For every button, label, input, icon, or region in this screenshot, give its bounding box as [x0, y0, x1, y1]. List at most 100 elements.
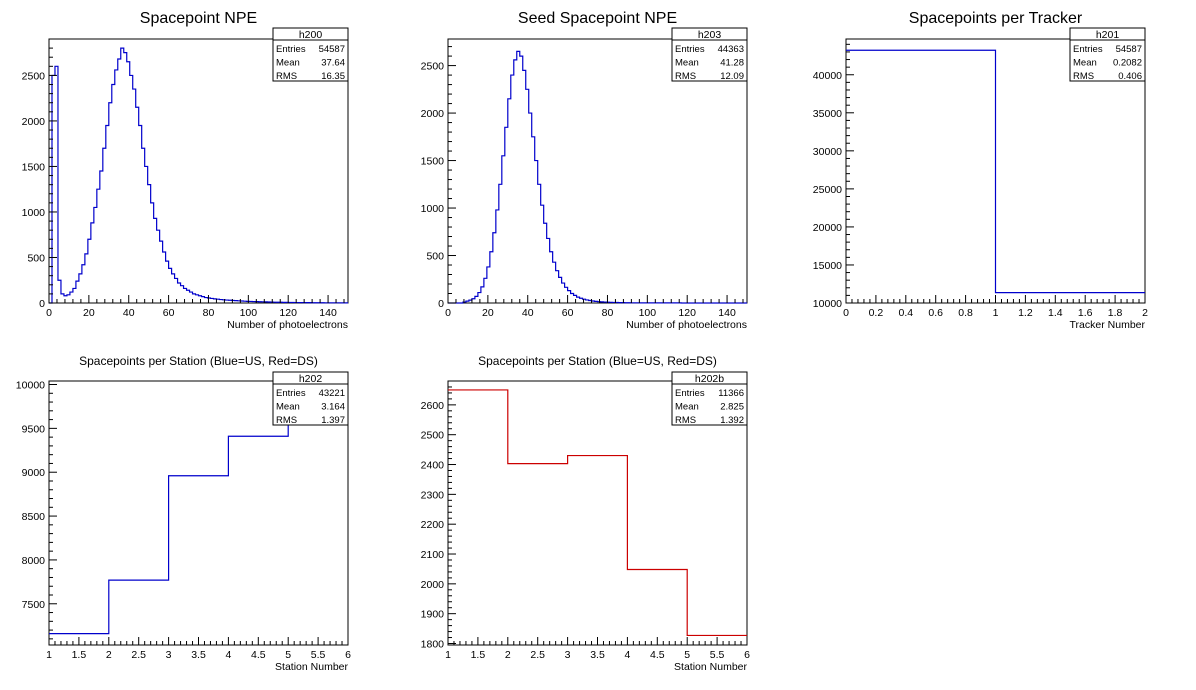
y-tick-label: 2400 — [421, 460, 445, 472]
stats-name: h200 — [299, 29, 323, 41]
chart-title: Spacepoints per Tracker — [909, 10, 1083, 27]
stats-box-frame — [1069, 27, 1146, 82]
y-tick-label: 8000 — [22, 555, 46, 567]
y-tick-label: 8500 — [22, 511, 46, 523]
stats-key: RMS — [276, 71, 297, 82]
y-tick-label: 1000 — [22, 207, 46, 219]
histogram-line — [49, 393, 348, 635]
histogram-line — [846, 49, 1145, 294]
y-tick-label: 2000 — [22, 116, 46, 128]
x-tick-label: 4 — [225, 649, 231, 661]
x-tick-label: 3 — [166, 649, 172, 661]
x-tick-label: 20 — [83, 307, 95, 319]
y-tick-label: 1900 — [421, 609, 445, 621]
y-tick-label: 2100 — [421, 549, 445, 561]
x-tick-label: 1 — [993, 307, 999, 319]
x-tick-label: 60 — [562, 307, 574, 319]
x-tick-label: 4.5 — [251, 649, 266, 661]
stats-box-frame — [671, 27, 748, 82]
x-tick-label: 5.5 — [710, 649, 725, 661]
stats-value: 41.28 — [720, 58, 744, 69]
x-tick-label: 140 — [718, 307, 736, 319]
stats-name: h203 — [698, 29, 722, 41]
stats-key: RMS — [276, 415, 297, 426]
x-tick-label: 0.6 — [928, 307, 943, 319]
stats-value: 37.64 — [321, 58, 345, 69]
x-tick-label: 100 — [240, 307, 258, 319]
chart-title: Spacepoints per Station (Blue=US, Red=DS… — [79, 354, 318, 368]
stats-value: 3.164 — [321, 402, 345, 413]
x-tick-label: 0 — [843, 307, 849, 319]
x-tick-label: 3 — [565, 649, 571, 661]
chart-h202: Spacepoints per Station (Blue=US, Red=DS… — [16, 354, 351, 673]
x-tick-label: 120 — [678, 307, 696, 319]
x-tick-label: 2 — [505, 649, 511, 661]
y-tick-label: 2500 — [22, 70, 46, 82]
stats-key: Mean — [1073, 58, 1097, 69]
x-tick-label: 1.5 — [72, 649, 87, 661]
y-tick-label: 20000 — [813, 222, 842, 234]
x-tick-label: 2.5 — [530, 649, 545, 661]
stats-key: Entries — [276, 44, 306, 55]
x-axis-label: Number of photoelectrons — [227, 319, 348, 331]
y-tick-label: 1500 — [421, 156, 445, 168]
chart-title: Spacepoints per Station (Blue=US, Red=DS… — [478, 354, 717, 368]
x-tick-label: 40 — [522, 307, 534, 319]
chart-h201: Spacepoints per Tracker10000150002000025… — [813, 10, 1148, 331]
x-tick-label: 5.5 — [311, 649, 326, 661]
stats-key: Mean — [675, 402, 699, 413]
y-tick-label: 1800 — [421, 639, 445, 651]
y-tick-label: 2600 — [421, 400, 445, 412]
x-tick-label: 2 — [106, 649, 112, 661]
x-tick-label: 120 — [279, 307, 297, 319]
stats-key: RMS — [1073, 71, 1094, 82]
stats-name: h202 — [299, 373, 323, 385]
stats-key: Mean — [675, 58, 699, 69]
y-tick-label: 2500 — [421, 61, 445, 73]
x-tick-label: 4.5 — [650, 649, 665, 661]
y-tick-label: 500 — [426, 251, 444, 263]
histogram-line — [448, 50, 747, 304]
x-tick-label: 1.5 — [471, 649, 486, 661]
y-tick-label: 0 — [39, 298, 45, 310]
stats-value: 0.2082 — [1113, 58, 1142, 69]
x-tick-label: 0.4 — [898, 307, 913, 319]
stats-box: h201 Entries 54587 Mean 0.2082 RMS 0.406 — [1069, 27, 1146, 82]
x-tick-label: 60 — [163, 307, 175, 319]
stats-name: h202b — [695, 373, 724, 385]
histogram-line — [49, 47, 348, 304]
x-tick-label: 6 — [345, 649, 351, 661]
x-tick-label: 6 — [744, 649, 750, 661]
y-tick-label: 1500 — [22, 161, 46, 173]
stats-value: 11366 — [718, 388, 744, 399]
x-tick-label: 1.4 — [1048, 307, 1063, 319]
stats-value: 16.35 — [321, 71, 345, 82]
x-tick-label: 5 — [684, 649, 690, 661]
y-tick-label: 0 — [438, 298, 444, 310]
y-tick-label: 25000 — [813, 184, 842, 196]
y-tick-label: 2500 — [421, 430, 445, 442]
x-tick-label: 80 — [203, 307, 215, 319]
stats-box: h202b Entries 11366 Mean 2.825 RMS 1.392 — [671, 371, 748, 426]
x-tick-label: 1.8 — [1108, 307, 1123, 319]
y-tick-label: 35000 — [813, 108, 842, 120]
chart-h200: Spacepoint NPE 0 500 1000 1500 2000 2500 0 20 40 6… — [22, 10, 349, 331]
x-tick-label: 140 — [319, 307, 337, 319]
x-axis-label: Tracker Number — [1070, 319, 1146, 331]
x-tick-label: 0 — [445, 307, 451, 319]
chart-h203: Seed Spacepoint NPE 0 500 1000 1500 2000 2500 0… — [421, 10, 748, 331]
chart-title: Spacepoint NPE — [140, 10, 257, 27]
stats-value: 43221 — [319, 388, 345, 399]
y-tick-label: 500 — [27, 252, 45, 264]
stats-key: Mean — [276, 58, 300, 69]
x-axis-label: Station Number — [674, 661, 747, 673]
stats-key: Entries — [1073, 44, 1103, 55]
y-tick-label: 9000 — [22, 467, 46, 479]
stats-key: Entries — [675, 44, 705, 55]
stats-name: h201 — [1096, 29, 1120, 41]
x-tick-label: 0.2 — [869, 307, 884, 319]
stats-value: 1.392 — [720, 415, 744, 426]
x-tick-label: 2.5 — [131, 649, 146, 661]
stats-box-frame — [671, 371, 748, 426]
